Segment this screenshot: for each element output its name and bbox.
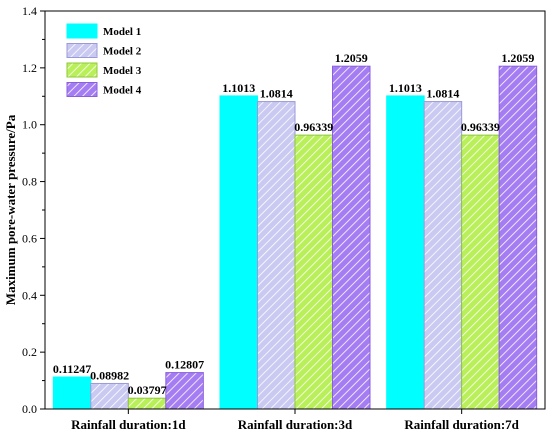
bars-group [52,65,538,410]
legend-label: Model 3 [103,65,142,77]
y-axis-title: Maximum pore-water pressure/Pa [3,114,18,305]
legend-swatch [66,82,98,97]
bar-model-2 [90,382,129,410]
y-tick-label: 0.2 [22,345,37,359]
bar-model-4 [332,65,371,410]
bar-value-label: 1.0814 [260,87,293,101]
legend-swatch [66,43,98,58]
legend-swatch [66,62,98,78]
bar-value-label: 0.03797 [128,383,167,397]
legend-swatch [66,23,98,39]
y-tick-label: 0.6 [22,231,37,245]
bar-value-label: 0.96339 [294,120,333,134]
bar-value-label: 1.1013 [389,81,422,95]
bar-model-2 [257,101,296,410]
bar-model-1 [386,95,425,410]
x-category-label: Rainfall duration:1d [71,417,186,432]
y-tick-label: 0.4 [22,288,37,302]
x-category-label: Rainfall duration:3d [238,417,353,432]
y-tick-label: 0.0 [22,402,37,416]
x-category-label: Rainfall duration:7d [404,417,519,432]
legend-label: Model 1 [103,26,141,38]
bar-value-label: 0.12807 [165,358,204,372]
bar-model-3 [294,134,333,410]
bar-model-3 [461,134,500,410]
bar-model-1 [219,95,258,410]
bar-model-2 [423,101,463,410]
bar-value-label: 1.1013 [222,81,255,95]
legend-label: Model 4 [103,85,142,97]
y-axis: 0.0 0.2 0.4 0.6 0.8 1.0 1.2 1.4 [22,4,45,416]
x-axis: Rainfall duration:1d Rainfall duration:3d… [71,409,520,432]
y-tick-label: 1.4 [22,4,37,18]
bar-value-label: 0.96339 [461,120,500,134]
y-tick-label: 0.8 [22,175,37,189]
y-tick-label: 1.2 [22,61,37,75]
bar-model-3 [127,397,167,410]
bar-value-label: 0.08982 [90,368,129,382]
bar-model-1 [52,376,92,410]
y-tick-label: 1.0 [22,118,37,132]
legend: Model 1 Model 2 Model 3 Model 4 [66,23,142,97]
bar-model-4 [498,65,538,410]
bar-value-label: 1.2059 [335,51,368,65]
bar-value-label: 0.11247 [53,362,91,376]
bar-value-label: 1.2059 [501,51,534,65]
bar-value-label: 1.0814 [426,87,459,101]
legend-label: Model 2 [103,46,142,58]
bar-model-4 [165,372,204,410]
